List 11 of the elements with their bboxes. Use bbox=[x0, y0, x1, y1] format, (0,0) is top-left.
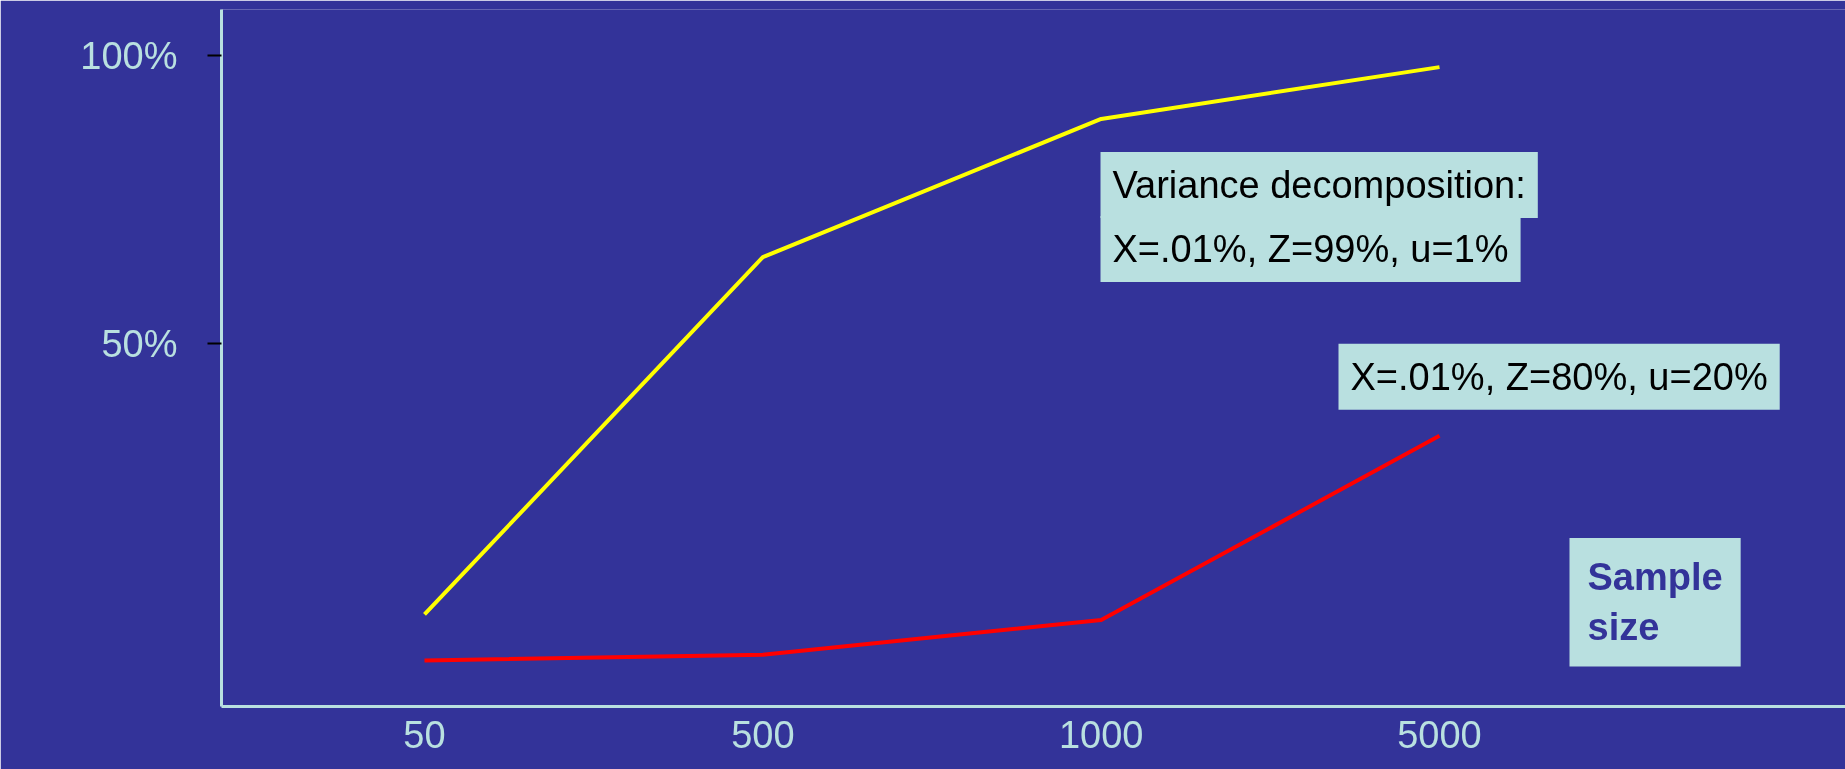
text: X=.01%, Z=99%, u=1% bbox=[1112, 228, 1509, 271]
series-label: X=.01%, Z=80%, u=20% bbox=[1350, 355, 1768, 398]
line-series bbox=[422, 433, 1442, 663]
x-axis-title: Sample size bbox=[1587, 556, 1723, 649]
y-tick-label: 100% bbox=[80, 34, 178, 77]
x-tick-label: 50 bbox=[403, 713, 446, 756]
x-tick-label: 5000 bbox=[1397, 713, 1482, 756]
x-tick-label: 1000 bbox=[1058, 713, 1144, 756]
x-tick-label: 500 bbox=[731, 713, 795, 756]
annotation: Variance decomposition: bbox=[1112, 164, 1526, 207]
y-tick-label: 50% bbox=[101, 322, 178, 365]
